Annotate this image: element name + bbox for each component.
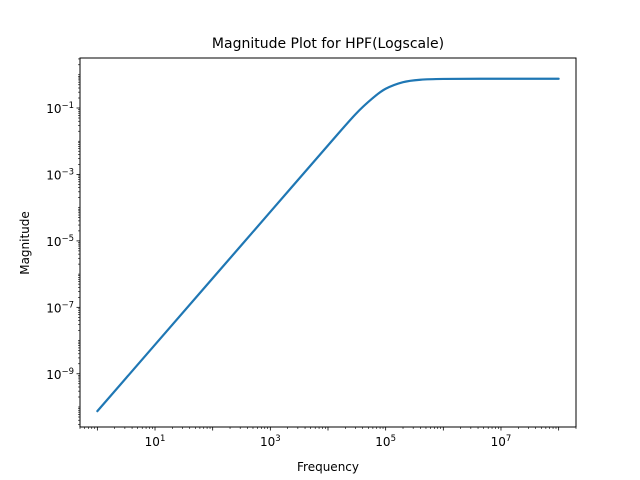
series-line-0 [96,77,560,413]
x-tick-label: 107 [491,434,512,449]
chart-title: Magnitude Plot for HPF(Logscale) [212,36,444,52]
x-axis: 101 103 105 107 [79,427,577,449]
plot-frame [79,57,577,428]
y-tick-label: 10−1 [46,101,74,116]
y-axis-label: Magnitude [18,211,32,275]
y-tick-label: 10−7 [46,300,74,315]
series-layer [96,77,560,413]
y-axis: 10−1 10−3 10−5 10−7 10−9 [46,58,80,425]
x-axis-label: Frequency [297,460,359,474]
y-tick-label: 10−5 [46,234,74,249]
y-tick-label: 10−3 [46,167,74,182]
x-tick-label: 101 [145,434,166,449]
x-tick-label: 103 [260,434,281,449]
y-tick-label: 10−9 [46,367,74,382]
x-tick-label: 105 [375,434,396,449]
